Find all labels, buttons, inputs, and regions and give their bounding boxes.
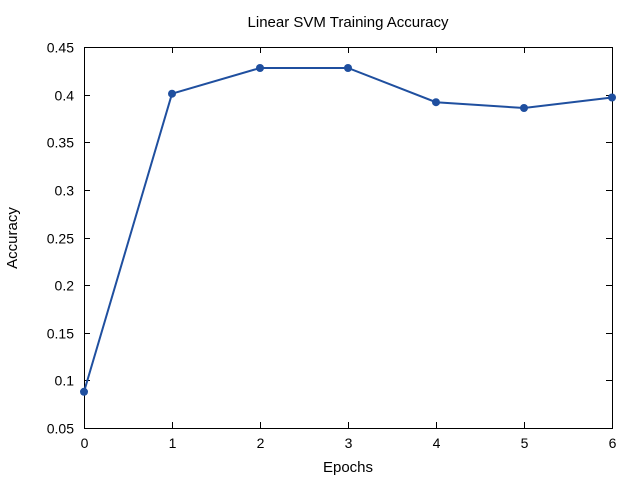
x-tick-label: 2 [257, 435, 265, 451]
chart-title: Linear SVM Training Accuracy [248, 14, 449, 31]
x-tick-label: 1 [169, 435, 177, 451]
x-axis: 0 1 2 3 4 5 6 [81, 47, 617, 451]
series-line [83, 67, 613, 393]
x-tick-label: 4 [433, 435, 441, 451]
y-tick-label: 0.1 [55, 373, 75, 389]
series-layer [80, 64, 616, 396]
data-point [608, 93, 616, 102]
data-point [80, 387, 88, 396]
y-tick-label: 0.05 [47, 421, 74, 437]
y-axis: 0.05 0.1 0.15 0.2 0.25 0.3 0.35 0.4 0.45 [47, 40, 612, 437]
x-tick-label: 3 [345, 435, 353, 451]
y-tick-label: 0.15 [47, 326, 74, 342]
x-axis-label: Epochs [323, 459, 373, 476]
x-tick-label: 5 [521, 435, 529, 451]
y-tick-label: 0.35 [47, 135, 74, 151]
x-tick-label: 0 [81, 435, 89, 451]
plot-area-frame [84, 47, 613, 429]
data-point [168, 89, 176, 98]
x-tick-label: 6 [609, 435, 617, 451]
y-axis-label: Accuracy [4, 207, 21, 269]
data-point [432, 98, 440, 107]
data-point [344, 64, 352, 72]
data-point [256, 64, 264, 72]
y-tick-label: 0.3 [55, 183, 75, 199]
y-tick-label: 0.25 [47, 231, 74, 247]
data-point [520, 104, 528, 112]
y-tick-label: 0.45 [47, 40, 74, 56]
y-tick-label: 0.4 [55, 88, 75, 104]
y-tick-label: 0.2 [55, 278, 75, 294]
